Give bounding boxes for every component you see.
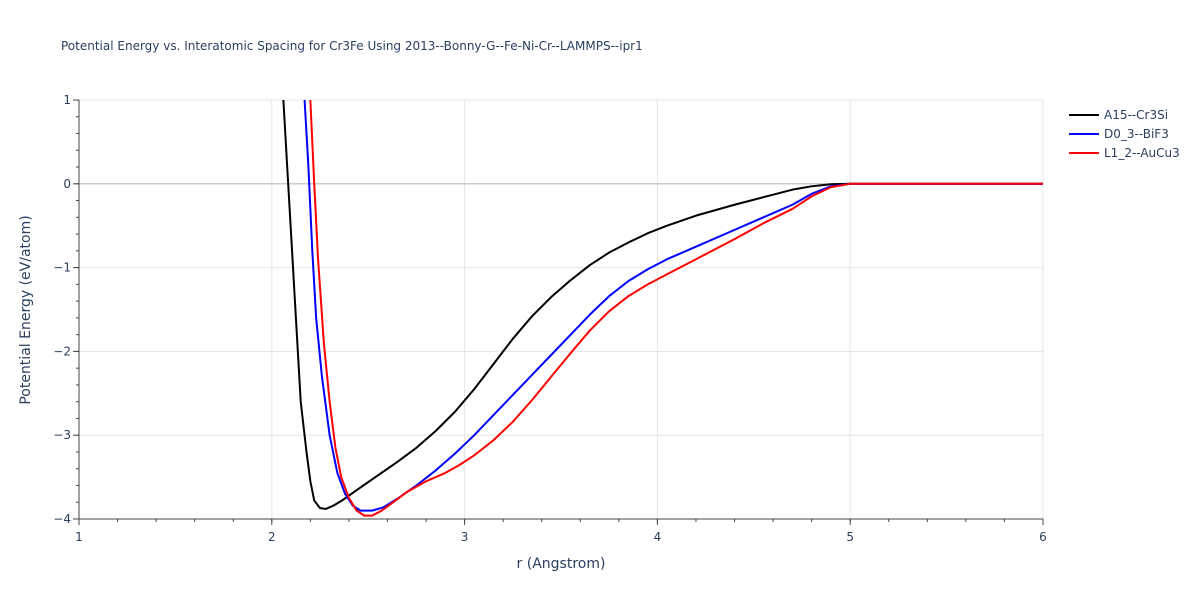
axes: 1 2 3 4 5 6 1 0 −1 −2 −3 −4 [53, 93, 1047, 544]
legend-item[interactable]: A15--Cr3Si [1069, 108, 1168, 122]
legend-label: L1_2--AuCu3 [1104, 146, 1180, 160]
y-tick-label: −2 [53, 344, 71, 358]
legend-label: A15--Cr3Si [1104, 108, 1168, 122]
y-tick-label: −3 [53, 428, 71, 442]
x-tick-label: 4 [654, 530, 662, 544]
x-axis-title: r (Angstrom) [517, 556, 606, 572]
y-axis-title: Potential Energy (eV/atom) [18, 215, 34, 404]
plot-area[interactable] [282, 100, 1043, 517]
x-tick-label: 5 [846, 530, 854, 544]
y-tick-label: 1 [63, 93, 71, 107]
legend-item[interactable]: L1_2--AuCu3 [1069, 146, 1180, 160]
legend-label: D0_3--BiF3 [1104, 127, 1169, 141]
y-tick-label: −4 [53, 512, 71, 526]
x-tick-label: 1 [75, 530, 83, 544]
grid [79, 99, 1044, 519]
x-tick-label: 3 [461, 530, 469, 544]
chart-title: Potential Energy vs. Interatomic Spacing… [61, 39, 643, 53]
legend-item[interactable]: D0_3--BiF3 [1069, 127, 1169, 141]
series-line-1[interactable] [303, 100, 1043, 512]
series-line-2[interactable] [309, 100, 1043, 517]
series-line-0[interactable] [282, 100, 1043, 510]
x-tick-label: 2 [268, 530, 276, 544]
y-tick-label: −1 [53, 261, 71, 275]
x-tick-label: 6 [1039, 530, 1047, 544]
y-tick-label: 0 [63, 177, 71, 191]
legend[interactable]: A15--Cr3Si D0_3--BiF3 L1_2--AuCu3 [1069, 108, 1180, 160]
